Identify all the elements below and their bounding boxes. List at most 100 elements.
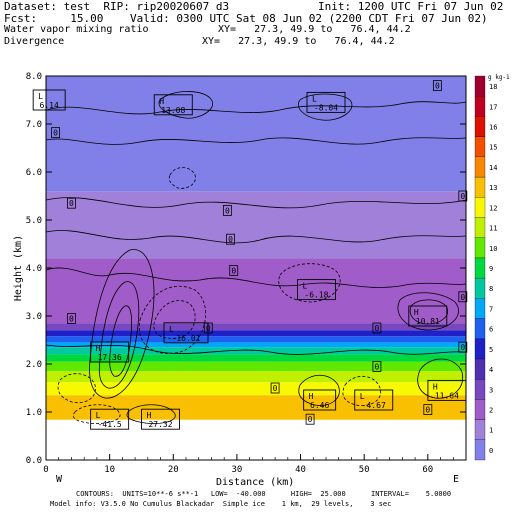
moisture-band-0	[46, 395, 466, 420]
svg-text:H: H	[159, 97, 164, 106]
extremum-high: H13.08	[153, 94, 193, 116]
svg-text:0: 0	[460, 293, 465, 302]
contour-zero-label: 0	[372, 360, 382, 372]
extremum-high: H6.46	[303, 389, 337, 411]
footer-contours: CONTOURS: UNITS=10**-6 s**-1 LOW= -40.00…	[76, 490, 452, 498]
svg-text:0: 0	[374, 324, 379, 333]
svg-text:H: H	[147, 411, 152, 420]
svg-text:6.46: 6.46	[310, 401, 329, 410]
svg-text:0: 0	[69, 199, 74, 208]
moisture-band-8	[46, 330, 466, 337]
contour-line	[57, 373, 96, 404]
svg-text:L: L	[169, 325, 174, 334]
svg-text:H: H	[309, 392, 314, 401]
x-tick-label: 60	[422, 465, 433, 475]
y-tick-label: 8.0	[26, 72, 42, 82]
svg-text:0: 0	[374, 362, 379, 371]
contour-zero-label: 0	[305, 413, 315, 425]
contour-zero-label: 0	[226, 233, 235, 245]
moisture-band-11	[46, 191, 466, 259]
colorbar-label: 15	[489, 144, 497, 152]
colorbar-label: 4	[489, 366, 493, 374]
footer-model-info: Model info: V3.5.0 No Cumulus Blackadar …	[50, 500, 392, 508]
svg-text:6.14: 6.14	[40, 101, 59, 110]
y-tick-label: 5.0	[26, 216, 42, 226]
colorbar-swatch	[474, 318, 486, 339]
contour-line	[138, 285, 206, 354]
moisture-band-4	[46, 354, 466, 362]
svg-text:0: 0	[53, 129, 58, 138]
y-tick-label: 1.0	[26, 408, 42, 418]
contour-zero-label: 0	[432, 80, 442, 91]
contour-zero-label: 0	[203, 322, 213, 334]
colorbar-swatch	[474, 136, 486, 157]
svg-text:0: 0	[231, 266, 236, 275]
dataset-line: Dataset: test RIP: rip20020607 d3	[4, 0, 230, 13]
svg-text:H: H	[414, 308, 419, 317]
y-axis-label: Height (km)	[13, 234, 24, 302]
colorbar-unit: g kg-1	[488, 74, 510, 81]
svg-text:0: 0	[273, 384, 278, 393]
extremum-high: H17.36	[90, 341, 130, 363]
contour-line	[126, 404, 176, 424]
moisture-band-10	[46, 258, 466, 324]
contour-line	[298, 374, 340, 406]
svg-text:-4.67: -4.67	[362, 401, 386, 410]
valid-line: Valid: 0300 UTC Sat 08 Jun 02 (2200 CDT …	[130, 12, 488, 25]
colorbar-label: 13	[489, 184, 497, 192]
colorbar-swatch	[474, 116, 486, 137]
contour-line	[89, 249, 155, 399]
colorbar-label: 7	[489, 305, 493, 313]
svg-text:0: 0	[460, 343, 465, 352]
colorbar-swatch	[474, 237, 486, 259]
svg-text:-8.04: -8.04	[314, 103, 338, 112]
contour-line	[278, 263, 341, 303]
colorbar-label: 17	[489, 103, 497, 111]
colorbar-label: 16	[489, 124, 497, 132]
y-tick-label: 0.0	[26, 456, 42, 466]
y-tick-label: 7.0	[26, 120, 42, 130]
svg-text:17.36: 17.36	[98, 353, 122, 362]
contour-line	[46, 230, 466, 244]
contour-zero-label: 0	[67, 312, 76, 324]
svg-text:0: 0	[206, 324, 211, 333]
colorbar-swatch	[474, 217, 486, 238]
contour-line	[46, 197, 466, 209]
contour-line	[46, 137, 466, 145]
colorbar-swatch	[474, 197, 486, 218]
fcst-line: Fcst: 15.00	[4, 12, 104, 25]
moisture-band-6	[46, 342, 466, 348]
colorbar-label: 18	[489, 83, 497, 91]
colorbar-swatch	[474, 75, 486, 97]
extremum-high: H27.32	[141, 408, 180, 430]
contour-line	[46, 101, 466, 115]
contour-zero-label: 0	[458, 291, 468, 303]
contour-line	[417, 358, 464, 399]
extrema-labels: L6.14 H13.08L-8.04L-6.18H10.81L-16.01H17.…	[32, 80, 468, 430]
svg-text:0: 0	[308, 415, 313, 424]
svg-text:-41.5: -41.5	[98, 420, 122, 429]
svg-text:0: 0	[425, 406, 430, 415]
colorbar-swatch	[474, 257, 486, 279]
x-tick-label: 0	[43, 465, 48, 475]
contour-zero-label: 0	[372, 322, 382, 334]
colorbar-label: 6	[489, 326, 493, 334]
field1-xy: XY= 27.3, 49.9 to 76.4, 44.2	[218, 24, 411, 35]
svg-text:L: L	[312, 94, 317, 103]
moisture-band-1	[46, 382, 466, 396]
divergence-contours	[46, 91, 466, 424]
extremum-high: H11.64	[427, 379, 467, 401]
x-tick-label: 40	[295, 465, 306, 475]
moisture-fill	[46, 76, 466, 420]
contour-zero-label: 0	[423, 404, 433, 416]
contour-zero-label: 0	[229, 264, 239, 276]
contour-line	[158, 91, 213, 119]
colorbar-swatch	[474, 298, 486, 319]
svg-text:H: H	[96, 344, 101, 353]
moisture-band-2	[46, 371, 466, 383]
svg-text:L: L	[96, 411, 101, 420]
svg-text:13.08: 13.08	[161, 106, 185, 115]
y-tick-label: 4.0	[26, 264, 42, 274]
